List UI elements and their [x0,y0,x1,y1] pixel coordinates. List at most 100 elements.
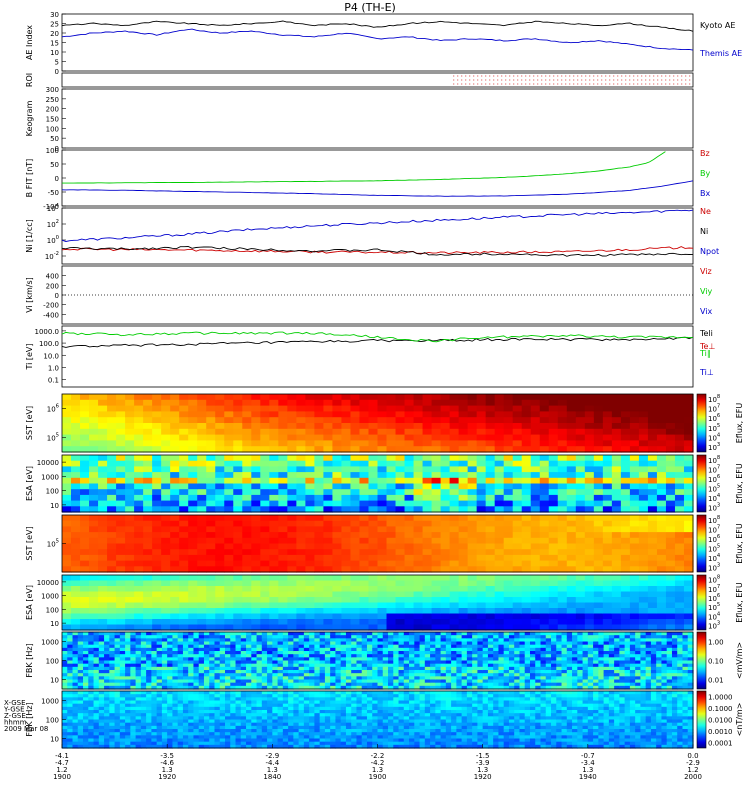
y-tick-label: 1000 [41,473,59,481]
y-tick-label: 25 [50,21,59,29]
y-tick-label: 100 [47,235,59,245]
plot-title: P4 (TH-E) [344,1,396,14]
y-axis-label: B FIT [nT] [25,159,34,198]
spectrogram-cells [62,394,694,453]
y-tick-label: 100 [46,125,59,133]
spectrogram-cells [62,575,694,631]
spectrogram-cells [62,632,694,690]
colorbar-tick-label: 0.0010 [708,728,733,736]
footer-value: 2000 [684,773,702,781]
footer-value: 1900 [369,773,387,781]
y-tick-label: 15 [50,40,59,48]
y-axis-label: Ni [1/cc] [25,219,34,253]
legend-label: Npot [700,247,719,256]
y-tick-label: 1000.0 [35,328,60,336]
colorbar-label: <mV/m> [735,642,744,679]
colorbar-tick-label: 108 [708,394,720,404]
y-tick-label: 250 [46,96,59,104]
y-axis-label: Vi [km/s] [25,277,34,313]
y-tick-label: 10000 [37,579,59,587]
y-tick-label: -50 [48,189,59,197]
footer-value: 1920 [474,773,492,781]
y-tick-label: 100 [46,717,59,725]
colorbar-tick-label: 107 [708,524,720,534]
colorbar: 0.010.101.00<mV/m> [697,632,744,689]
y-tick-label: 10 [50,620,59,628]
legend-label: Themis AE [699,49,742,58]
y-axis-label: ESA [eV] [25,466,34,501]
colorbar-tick-label: 1.0000 [708,694,733,702]
colorbar-label: Eflux, EFU [735,523,744,564]
y-axis-label: ROI [25,73,34,87]
footer-value: 1940 [579,773,597,781]
y-tick-label: -200 [43,302,59,310]
y-tick-label: 100 [46,147,59,155]
y-tick-label: 1000 [41,639,59,647]
colorbar-tick-label: 106 [708,534,721,544]
colorbar-gradient [697,691,706,748]
y-tick-label: 105 [47,539,59,549]
legend-label: Bx [700,189,710,198]
legend-label: Kyoto AE [700,21,735,30]
y-tick-label: 1000 [41,593,59,601]
colorbar-label: Eflux, EFU [735,582,744,623]
colorbar-tick-label: 107 [708,404,720,414]
y-axis-label: Ti [eV] [25,343,34,370]
y-tick-label: 0 [55,292,59,300]
spectrogram-cells [62,455,694,513]
y-tick-label: 105 [47,433,59,443]
y-tick-label: 106 [47,404,60,414]
colorbar-tick-label: 1.00 [708,639,724,647]
y-tick-label: 20 [50,30,59,38]
footer-value: 1840 [263,773,281,781]
colorbar-tick-label: 105 [708,423,720,433]
colorbar-label: <nT/m> [735,703,744,737]
y-tick-label: 200 [46,106,59,114]
colorbar-tick-label: 103 [708,442,720,452]
footer-value: 1920 [158,773,176,781]
y-tick-label: 30 [50,11,59,19]
legend-label: Ne [700,207,711,216]
y-tick-label: 1.0 [48,364,59,372]
y-tick-label: 10 [50,736,59,744]
colorbar-tick-label: 104 [708,493,721,503]
colorbar-tick-label: 104 [708,433,721,443]
colorbar-tick-label: 105 [708,483,720,493]
colorbar-tick-label: 0.1000 [708,705,733,713]
y-tick-label: 100 [46,658,59,666]
legend-label: Teli [699,329,713,338]
y-tick-label: 200 [46,282,59,290]
colorbar-gradient [697,575,706,630]
colorbar-tick-label: 0.0100 [708,717,733,725]
panel-background [62,326,693,387]
legend-label: Viz [700,267,712,276]
y-tick-label: 10000 [37,459,59,467]
y-axis-label: ESA [eV] [25,585,34,620]
legend-label: Ti⊥ [699,368,714,377]
y-tick-label: 102 [47,219,59,229]
y-tick-label: 0 [55,175,59,183]
legend-label: Vix [700,307,713,316]
panel-background [62,73,693,87]
colorbar-gradient [697,632,706,689]
colorbar-tick-label: 103 [708,562,720,572]
footer-row-label: 2009 Mar 08 [4,725,48,733]
colorbar-tick-label: 108 [708,515,720,525]
y-tick-label: -400 [43,311,59,319]
y-tick-label: 10 [50,677,59,685]
